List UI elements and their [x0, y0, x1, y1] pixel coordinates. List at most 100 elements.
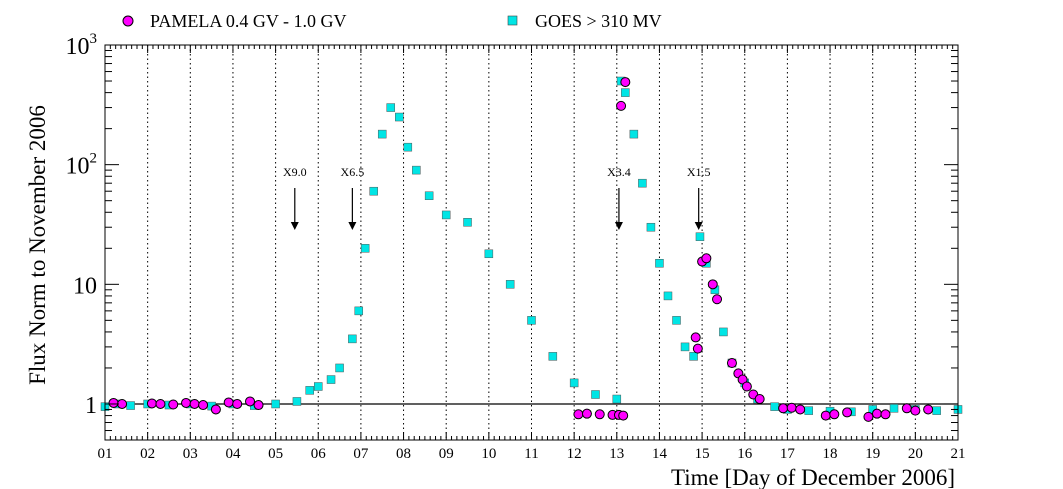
- goes-point: [305, 386, 314, 395]
- pamela-point: [692, 343, 703, 354]
- goes-point: [354, 306, 364, 316]
- flare-label: X1.5: [687, 165, 711, 179]
- pamela-point: [108, 397, 119, 408]
- goes-point: [505, 280, 515, 289]
- goes-point: [126, 401, 135, 410]
- x-tick-label: 06: [311, 446, 327, 462]
- goes-point: [271, 399, 280, 409]
- legend-pamela-label: PAMELA 0.4 GV - 1.0 GV: [150, 11, 347, 31]
- x-tick-label: 10: [481, 446, 496, 462]
- goes-point: [663, 291, 673, 301]
- goes-point: [629, 129, 639, 139]
- flare-arrow-head: [614, 222, 623, 230]
- legend: PAMELA 0.4 GV - 1.0 GV GOES > 310 MV: [122, 11, 662, 31]
- x-tick-label: 02: [140, 446, 155, 462]
- pamela-point: [210, 404, 221, 415]
- goes-point: [612, 394, 622, 404]
- goes-point: [680, 342, 690, 352]
- legend-goes-label: GOES > 310 MV: [535, 11, 662, 31]
- goes-point: [377, 129, 387, 139]
- x-tick-label: 11: [524, 446, 538, 462]
- flare-annotations: X9.0 X6.5 X3.4 X1.5: [283, 165, 711, 230]
- pamela-point: [923, 404, 934, 415]
- pamela-point: [245, 396, 256, 407]
- goes-point: [548, 352, 558, 361]
- x-tick-label: 01: [98, 446, 113, 462]
- goes-point: [638, 178, 647, 188]
- pamela-point: [741, 381, 752, 392]
- goes-point: [360, 244, 370, 253]
- legend-goes-marker: [507, 15, 518, 26]
- goes-point: [719, 327, 728, 337]
- goes-point: [695, 232, 705, 241]
- goes-point: [348, 334, 357, 344]
- goes-point: [335, 363, 344, 373]
- goes-point: [463, 218, 472, 227]
- pamela-point: [581, 408, 592, 419]
- x-tick-label: 05: [268, 446, 283, 462]
- goes-point: [369, 186, 378, 196]
- pamela-point: [863, 411, 874, 422]
- pamela-point: [253, 400, 264, 411]
- goes-point: [441, 210, 451, 220]
- goes-point: [314, 382, 323, 391]
- pamela-point: [168, 399, 179, 410]
- x-tick-label: 12: [567, 446, 582, 462]
- pamela-point: [594, 409, 605, 420]
- x-tick-label: 08: [396, 446, 411, 462]
- x-tick-label: 16: [737, 446, 753, 462]
- pamela-point: [146, 398, 157, 409]
- pamela-point: [880, 409, 891, 420]
- pamela-point: [842, 407, 853, 418]
- goes-point: [804, 406, 813, 415]
- goes-point: [403, 142, 413, 152]
- goes-point: [672, 316, 681, 325]
- pamela-point: [778, 403, 789, 414]
- flare-label: X9.0: [283, 165, 307, 179]
- flare-arrow-head: [694, 222, 703, 230]
- x-tick-label: 18: [823, 446, 838, 462]
- pamela-point: [232, 398, 243, 409]
- goes-point: [621, 88, 630, 97]
- pamela-point: [795, 404, 806, 415]
- goes-point: [889, 404, 899, 413]
- pamela-point: [155, 398, 166, 409]
- x-tick-label: 07: [353, 446, 369, 462]
- y-tick-label: 10: [73, 273, 97, 299]
- flare-label: X6.5: [341, 165, 365, 179]
- pamela-point: [712, 294, 723, 305]
- pamela-point: [726, 358, 737, 369]
- y-tick-label: 1: [85, 393, 97, 419]
- goes-point: [424, 191, 434, 200]
- goes-point: [591, 390, 600, 399]
- goes-point: [932, 406, 941, 415]
- goes-point: [386, 103, 396, 112]
- x-tick-label: 09: [439, 446, 454, 462]
- legend-pamela-marker: [122, 15, 134, 27]
- y-axis-title: Flux Norm to November 2006: [25, 105, 50, 385]
- pamela-point: [573, 409, 584, 420]
- x-tick-label: 21: [951, 446, 966, 462]
- pamela-series: [108, 77, 934, 422]
- goes-point: [412, 165, 421, 175]
- x-tick-label: 20: [908, 446, 923, 462]
- goes-point: [326, 375, 336, 384]
- x-tick-label: 19: [865, 446, 880, 462]
- goes-point: [569, 378, 579, 388]
- pamela-point: [690, 332, 701, 343]
- pamela-point: [910, 405, 921, 416]
- pamela-point: [901, 403, 912, 414]
- goes-point: [770, 402, 779, 411]
- pamela-point: [829, 409, 840, 420]
- pamela-point: [223, 397, 234, 408]
- x-axis-title: Time [Day of December 2006]: [671, 465, 955, 489]
- pamela-point: [189, 398, 200, 409]
- pamela-point: [707, 279, 718, 290]
- pamela-point: [786, 402, 797, 413]
- flare-arrow-head: [290, 222, 299, 230]
- pamela-point: [181, 397, 192, 408]
- goes-point: [292, 397, 302, 406]
- goes-point: [395, 112, 404, 122]
